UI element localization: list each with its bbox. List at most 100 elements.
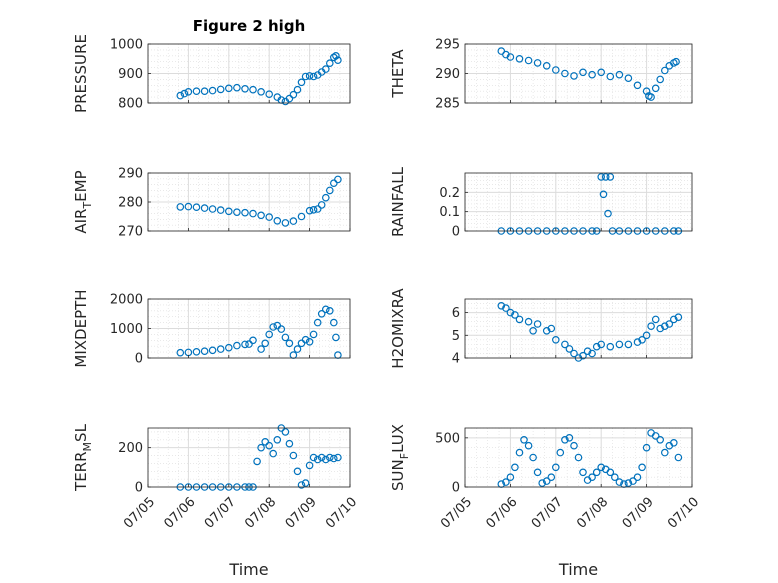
y-tick-label: 290 xyxy=(118,167,143,182)
data-point xyxy=(669,438,678,447)
data-point xyxy=(321,305,330,314)
data-point xyxy=(551,66,560,74)
data-point xyxy=(588,349,596,358)
y-axis-label: SUNFLUX xyxy=(389,424,411,491)
data-point xyxy=(506,308,515,317)
data-point xyxy=(281,219,290,227)
data-point xyxy=(257,443,265,452)
data-point xyxy=(334,453,342,462)
data-point xyxy=(180,89,189,98)
data-point xyxy=(660,66,669,75)
data-point xyxy=(233,341,241,350)
data-point xyxy=(597,463,606,472)
data-point xyxy=(321,65,330,73)
data-point xyxy=(329,454,338,463)
y-axis-label-main: SUN xyxy=(389,459,407,491)
data-point xyxy=(561,435,569,444)
data-point xyxy=(313,455,322,464)
data-point xyxy=(317,309,326,318)
data-point xyxy=(241,340,249,349)
data-point xyxy=(524,56,533,65)
y-tick-label: 270 xyxy=(118,225,143,240)
data-point xyxy=(305,337,314,346)
data-point xyxy=(301,479,310,487)
data-point xyxy=(542,326,551,335)
y-tick-label: 290 xyxy=(435,67,460,82)
data-point xyxy=(583,347,592,356)
y-axis-label-rest: SL xyxy=(72,423,90,442)
y-axis-label-subscript: T xyxy=(81,202,94,210)
data-point xyxy=(511,311,519,319)
data-point xyxy=(293,467,302,476)
data-point xyxy=(551,335,560,344)
data-point xyxy=(570,349,578,358)
subplot-3: 290 280 270 AIRTEMP xyxy=(72,167,351,240)
data-point xyxy=(309,453,318,462)
data-point xyxy=(651,432,660,440)
data-point xyxy=(533,320,542,328)
y-axis-label-main: TERR xyxy=(72,451,90,492)
data-point xyxy=(305,206,314,215)
data-point xyxy=(524,441,533,450)
data-point xyxy=(561,69,569,78)
data-point xyxy=(633,81,642,90)
data-point xyxy=(651,84,660,93)
data-point xyxy=(660,322,669,331)
data-point xyxy=(233,83,241,92)
data-point xyxy=(321,193,330,202)
data-point xyxy=(317,201,326,209)
data-point xyxy=(556,448,565,457)
data-point xyxy=(176,91,185,100)
data-point xyxy=(265,330,274,339)
data-point xyxy=(502,304,510,312)
data-point xyxy=(261,437,270,446)
data-point xyxy=(208,205,217,213)
y-tick-label: 295 xyxy=(435,38,460,53)
data-point xyxy=(329,318,338,327)
data-point xyxy=(200,87,209,96)
data-point xyxy=(529,453,537,462)
data-point xyxy=(269,323,278,331)
data-point xyxy=(579,468,587,477)
data-series xyxy=(176,175,342,227)
y-tick-label: 1000 xyxy=(110,322,143,337)
data-point xyxy=(565,433,574,442)
y-tick-label: 280 xyxy=(118,196,143,211)
data-point xyxy=(257,211,265,220)
axes-frame xyxy=(464,427,693,488)
y-tick-label: 0 xyxy=(452,481,460,496)
y-axis-label-subscript: F xyxy=(398,453,411,459)
data-point xyxy=(184,202,193,211)
y-tick-label: 5 xyxy=(452,329,460,344)
data-point xyxy=(332,51,340,60)
data-series xyxy=(497,429,683,488)
data-point xyxy=(233,208,241,217)
y-tick-label: 0.2 xyxy=(439,186,460,201)
data-point xyxy=(674,313,683,322)
y-tick-label: 900 xyxy=(118,67,143,82)
data-point xyxy=(533,59,542,67)
data-point xyxy=(329,179,338,188)
data-point xyxy=(253,457,261,466)
data-point xyxy=(642,443,651,452)
data-point xyxy=(547,324,556,333)
subplot-1: 1000 900 800 PRESSURE Figure 2 high xyxy=(72,17,351,113)
data-point xyxy=(538,479,547,487)
data-point xyxy=(515,54,524,63)
data-point xyxy=(551,463,560,472)
data-point xyxy=(542,62,551,70)
data-point xyxy=(208,86,217,95)
data-series xyxy=(497,301,683,362)
data-point xyxy=(285,439,294,448)
data-point xyxy=(647,322,655,331)
data-point xyxy=(665,320,674,328)
data-point xyxy=(606,173,615,181)
data-point xyxy=(273,217,282,225)
y-tick-label: 200 xyxy=(118,441,143,456)
data-point xyxy=(184,88,193,96)
data-point xyxy=(524,317,533,326)
data-point xyxy=(325,59,334,68)
data-point xyxy=(497,301,506,310)
data-point xyxy=(604,209,612,218)
data-point xyxy=(241,85,249,93)
